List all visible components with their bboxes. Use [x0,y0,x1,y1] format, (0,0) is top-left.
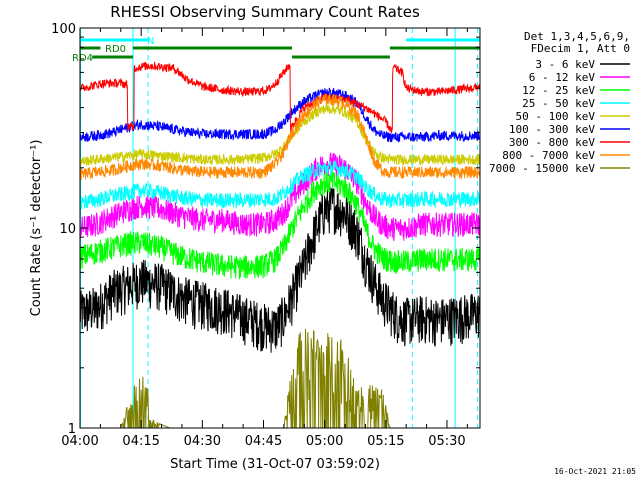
x-tick-label-4: 05:00 [306,434,343,449]
y-axis-label: Count Rate (s⁻¹ detector⁻¹) [29,140,44,317]
flag-label-n: N [147,36,154,47]
series-line-5 [80,87,480,143]
x-tick-label-0: 04:00 [61,434,98,449]
y-tick-label-2: 100 [51,22,76,37]
y-tick-label-1: 10 [59,222,76,237]
footer-timestamp: 16-Oct-2021 21:05 [554,467,636,476]
series-line-7 [80,93,480,181]
legend-label-2: 12 - 25 keV [522,84,595,97]
x-tick-label-2: 04:30 [184,434,221,449]
series-line-0 [80,186,480,353]
x-axis-label: Start Time (31-Oct-07 03:59:02) [170,457,380,472]
series-line-1 [80,152,480,242]
y-tick-label-0: 1 [68,422,76,437]
flag-label-rd0: RD0 [105,44,126,55]
x-tick-label-3: 04:45 [245,434,282,449]
legend-header-line-2: FDecim 1, Att 0 [531,42,630,55]
series-line-3 [80,160,480,211]
x-tick-label-5: 05:15 [367,434,404,449]
x-tick-label-6: 05:30 [428,434,465,449]
legend-label-0: 3 - 6 keV [535,58,595,71]
legend-label-7: 800 - 7000 keV [502,149,595,162]
legend-label-5: 100 - 300 keV [509,123,595,136]
x-tick-label-1: 04:15 [122,434,159,449]
chart-title: RHESSI Observing Summary Count Rates [110,3,420,21]
legend-label-6: 300 - 800 keV [509,136,595,149]
legend-label-1: 6 - 12 keV [529,71,596,84]
legend-label-3: 25 - 50 keV [522,97,595,110]
legend-header-line-1: Det 1,3,4,5,6,9, [524,30,630,43]
series-line-4 [80,103,480,167]
series-group [80,61,480,428]
legend-label-4: 50 - 100 keV [516,110,596,123]
series-line-6 [80,61,480,134]
series-line-2 [80,170,480,280]
legend-label-8: 7000 - 15000 keV [489,162,595,175]
series-line-8 [80,328,480,428]
